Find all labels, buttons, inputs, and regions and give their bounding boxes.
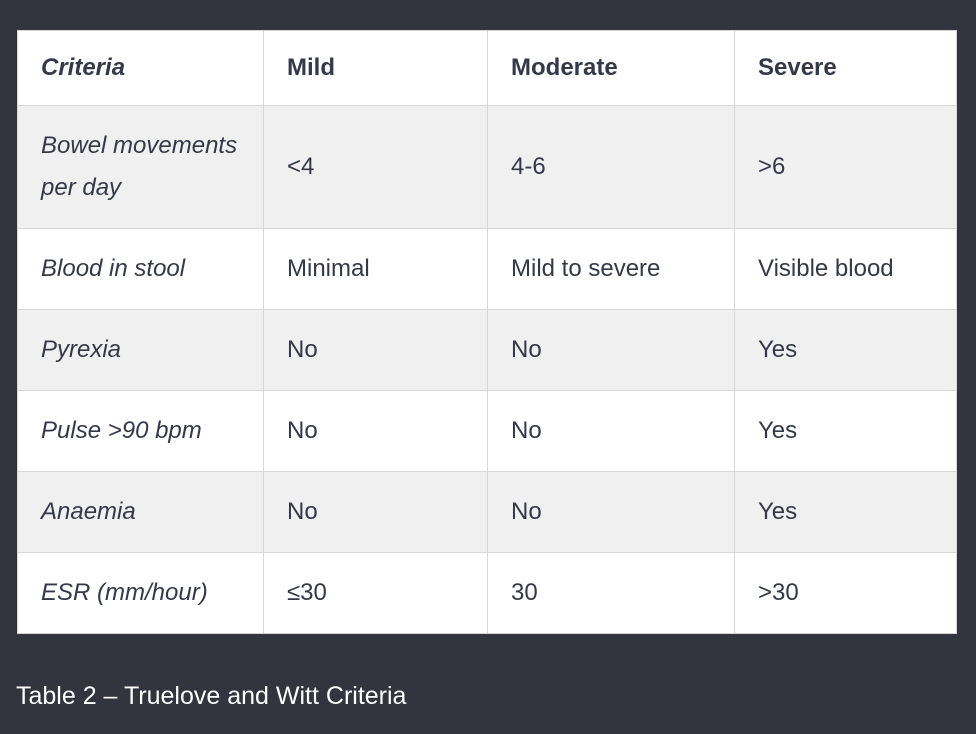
cell-mild: No xyxy=(263,471,488,553)
truelove-witt-criteria-table: Criteria Mild Moderate Severe Bowel move… xyxy=(17,30,957,634)
cell-moderate: No xyxy=(487,309,735,391)
cell-severe: >6 xyxy=(734,105,957,229)
table-row-esr: ESR (mm/hour) ≤30 30 >30 xyxy=(17,552,957,634)
cell-criteria: Anaemia xyxy=(17,471,264,553)
cell-criteria: Pyrexia xyxy=(17,309,264,391)
table-row-pyrexia: Pyrexia No No Yes xyxy=(17,309,957,391)
table-row-bowel-movements: Bowel movements per day <4 4-6 >6 xyxy=(17,105,957,229)
cell-severe: Yes xyxy=(734,471,957,553)
cell-moderate: No xyxy=(487,471,735,553)
cell-severe: Visible blood xyxy=(734,228,957,310)
cell-criteria: Blood in stool xyxy=(17,228,264,310)
column-header-severe: Severe xyxy=(734,30,957,106)
column-header-moderate: Moderate xyxy=(487,30,735,106)
cell-severe: Yes xyxy=(734,390,957,472)
table-row-anaemia: Anaemia No No Yes xyxy=(17,471,957,553)
cell-moderate: Mild to severe xyxy=(487,228,735,310)
cell-criteria: Bowel movements per day xyxy=(17,105,264,229)
table-header-row: Criteria Mild Moderate Severe xyxy=(17,30,957,106)
cell-mild: <4 xyxy=(263,105,488,229)
cell-moderate: 30 xyxy=(487,552,735,634)
table-caption: Table 2 – Truelove and Witt Criteria xyxy=(16,682,407,710)
column-header-mild: Mild xyxy=(263,30,488,106)
cell-mild: Minimal xyxy=(263,228,488,310)
cell-moderate: 4-6 xyxy=(487,105,735,229)
cell-severe: Yes xyxy=(734,309,957,391)
cell-severe: >30 xyxy=(734,552,957,634)
cell-moderate: No xyxy=(487,390,735,472)
cell-mild: ≤30 xyxy=(263,552,488,634)
cell-mild: No xyxy=(263,309,488,391)
cell-mild: No xyxy=(263,390,488,472)
cell-criteria: Pulse >90 bpm xyxy=(17,390,264,472)
column-header-criteria: Criteria xyxy=(17,30,264,106)
cell-criteria: ESR (mm/hour) xyxy=(17,552,264,634)
table-row-blood-in-stool: Blood in stool Minimal Mild to severe Vi… xyxy=(17,228,957,310)
table-row-pulse: Pulse >90 bpm No No Yes xyxy=(17,390,957,472)
